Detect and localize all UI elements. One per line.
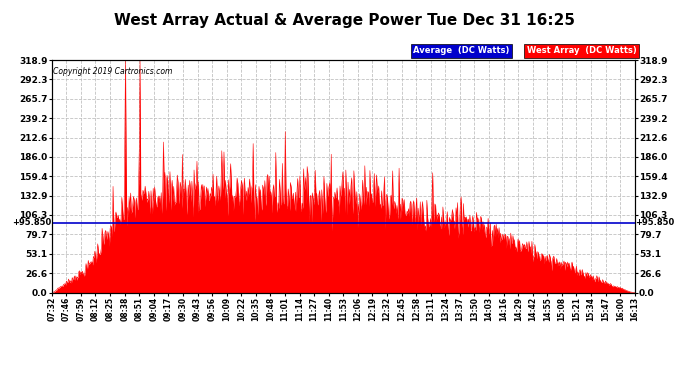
- Text: Copyright 2019 Cartronics.com: Copyright 2019 Cartronics.com: [53, 67, 172, 76]
- Text: West Array  (DC Watts): West Array (DC Watts): [527, 46, 637, 56]
- Text: +95.850: +95.850: [635, 218, 675, 227]
- Text: West Array Actual & Average Power Tue Dec 31 16:25: West Array Actual & Average Power Tue De…: [115, 13, 575, 28]
- Text: +95.850: +95.850: [12, 218, 51, 227]
- Text: Average  (DC Watts): Average (DC Watts): [413, 46, 510, 56]
